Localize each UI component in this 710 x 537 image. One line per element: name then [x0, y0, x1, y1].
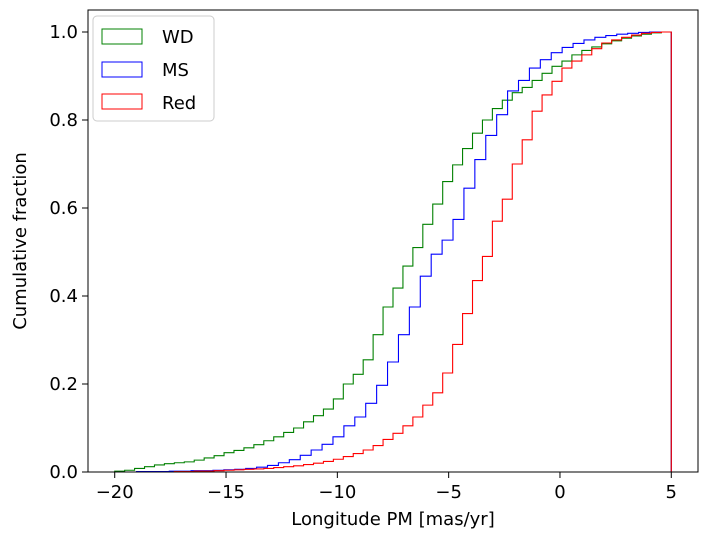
- x-tick-label: −15: [207, 482, 245, 503]
- legend-swatch-ms: [101, 61, 143, 78]
- x-ticks: −20 −15 −10 −5 0 5: [96, 472, 677, 503]
- legend: WD MS Red: [92, 15, 215, 122]
- legend-swatch-red: [101, 93, 143, 110]
- x-tick-label: −10: [318, 482, 356, 503]
- legend-label-red: Red: [162, 93, 196, 114]
- series-step-line-wd: [114, 31, 672, 472]
- y-axis-label: Cumulative fraction: [10, 152, 31, 330]
- legend-swatch-wd: [101, 28, 143, 45]
- plot-frame: [87, 9, 699, 473]
- x-tick-label: −20: [96, 482, 134, 503]
- series-layer: [114, 31, 672, 473]
- x-tick-label: −5: [435, 482, 462, 503]
- legend-frame: [92, 15, 215, 122]
- legend-label-ms: MS: [162, 60, 189, 81]
- y-tick-label: 0.6: [49, 198, 78, 219]
- legend-label-wd: WD: [162, 27, 194, 48]
- x-tick-label: 0: [554, 482, 565, 503]
- x-tick-label: 5: [666, 482, 677, 503]
- y-tick-label: 0.0: [49, 462, 78, 483]
- y-tick-label: 0.2: [49, 374, 78, 395]
- y-tick-label: 0.4: [49, 286, 78, 307]
- y-tick-label: 1.0: [49, 22, 78, 43]
- series-step-line-red: [114, 31, 672, 473]
- y-ticks: 0.0 0.2 0.4 0.6 0.8 1.0: [49, 22, 88, 483]
- x-axis-label: Longitude PM [mas/yr]: [291, 509, 494, 530]
- y-tick-label: 0.8: [49, 110, 78, 131]
